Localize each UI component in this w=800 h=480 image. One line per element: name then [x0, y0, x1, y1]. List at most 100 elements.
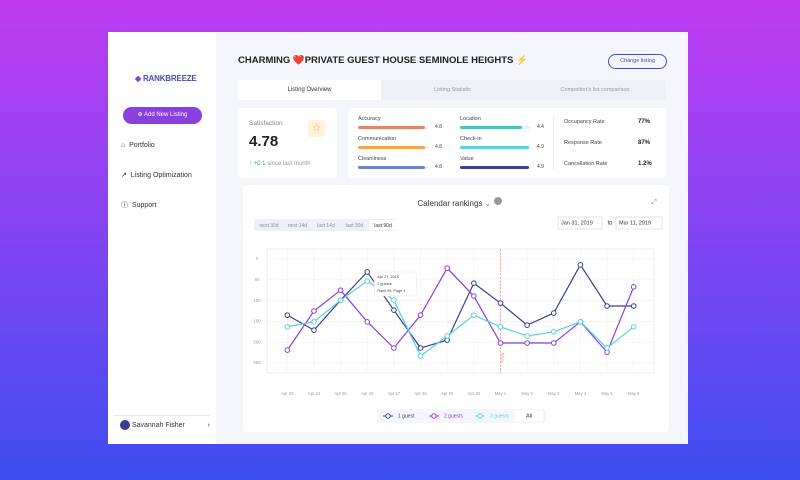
point	[524, 333, 530, 339]
divider	[553, 116, 554, 170]
nav-item[interactable]: ⓘ Support	[121, 202, 157, 209]
point	[524, 340, 530, 346]
point	[417, 312, 424, 318]
logo: ◆ RANKBREEZE	[135, 74, 197, 83]
y-tick-label: 200	[253, 339, 261, 344]
rating-bar	[358, 146, 426, 149]
y-tick-label: 50	[254, 277, 260, 282]
help-icon[interactable]	[494, 197, 502, 205]
tab[interactable]: Listing Statistic	[434, 87, 471, 93]
legend-label[interactable]: 3 guests	[490, 413, 509, 419]
range-button[interactable]: next 30d	[259, 223, 278, 229]
x-tick-label: Apr 26	[361, 391, 374, 396]
point	[630, 303, 637, 309]
point	[337, 297, 344, 303]
point	[284, 312, 291, 318]
rating-bar	[460, 146, 529, 149]
x-tick-label: May 2	[521, 391, 533, 396]
satisfaction-label: Satisfaction	[249, 120, 283, 127]
x-tick-label: May 6	[628, 391, 640, 396]
point	[497, 340, 504, 346]
satisfaction-card: Satisfaction 4.78 ☆ ↑ +0.1 since last mo…	[238, 108, 337, 178]
point	[364, 319, 371, 325]
range-active	[369, 220, 397, 230]
rate-value: 77%	[638, 119, 651, 125]
legend-label[interactable]: 2 guests	[444, 413, 463, 419]
avatar	[120, 420, 130, 431]
range-button[interactable]: last 30d	[346, 223, 364, 229]
change-text: since last month	[267, 161, 311, 167]
title-dropdown[interactable]: ⌄	[485, 201, 491, 208]
date-from: Jan 31, 2019	[561, 220, 593, 226]
nav-item[interactable]: ⌂ Portfolio	[121, 142, 155, 149]
legend-marker	[477, 413, 483, 419]
listing-title: CHARMING ❤️PRIVATE GUEST HOUSE SEMINOLE …	[238, 55, 528, 66]
date-sep: to	[607, 221, 613, 227]
today-label: Today	[499, 352, 504, 363]
point	[311, 308, 317, 314]
point	[391, 297, 397, 303]
legend-all[interactable]: All	[526, 413, 532, 419]
legend-marker	[385, 413, 391, 419]
legend-marker	[431, 413, 437, 419]
rating-value: 4.8	[435, 124, 442, 130]
range-button[interactable]: last 90d	[374, 223, 392, 229]
point	[550, 340, 557, 346]
date-select[interactable]	[615, 216, 663, 230]
rate-value: 1.2%	[638, 161, 652, 167]
expand-icon[interactable]: ⤢	[651, 199, 657, 206]
series-line	[287, 263, 634, 349]
add-listing-button[interactable]: ⊕ Add New Listing	[123, 107, 202, 124]
tab-active[interactable]: Listing Overview	[238, 80, 381, 100]
point	[630, 284, 637, 290]
rating-label: Cleanliness	[358, 156, 387, 162]
rating-bar	[358, 166, 426, 169]
chart-card: Calendar rankings ⌄ ⤢ next 30d next 14d la…	[243, 185, 669, 432]
x-tick-label: May 3	[548, 391, 560, 396]
rating-label: Value	[460, 156, 474, 162]
rate-label: Response Rate	[564, 140, 602, 146]
point	[337, 287, 344, 293]
point	[311, 327, 317, 333]
change-listing-button[interactable]: Change listing	[608, 54, 667, 69]
point	[284, 347, 291, 353]
point	[497, 300, 504, 306]
legend-label[interactable]: 1 guest	[398, 413, 415, 419]
rating-value: 4.9	[537, 164, 544, 170]
divider	[114, 415, 210, 416]
rate-label: Cancellation Rate	[564, 161, 608, 167]
nav-label: Listing Optimization	[130, 172, 192, 179]
point	[471, 280, 477, 286]
plot-area	[266, 248, 655, 374]
point	[550, 310, 557, 316]
nav-item[interactable]: ↗ Listing Optimization	[121, 172, 192, 179]
x-tick-label: Apr 23	[281, 391, 294, 396]
rating-label: Accuracy	[358, 116, 381, 122]
range-button[interactable]: last 14d	[317, 223, 335, 229]
point	[311, 319, 317, 325]
user-menu[interactable]: Savannah Fisher ›	[120, 420, 210, 432]
point	[630, 324, 637, 330]
x-tick-label: Apr 30	[468, 391, 481, 396]
point	[391, 307, 397, 313]
rating-value: 4.8	[435, 164, 442, 170]
x-tick-label: Apr 27	[388, 391, 401, 396]
rating-value: 4.9	[537, 144, 544, 150]
nav-label: Portfolio	[129, 142, 155, 149]
nav-label: Support	[131, 202, 157, 209]
point	[284, 324, 291, 330]
rating-label: Check-in	[460, 136, 482, 142]
point	[604, 345, 610, 351]
point	[577, 319, 584, 325]
range-button[interactable]: next 14d	[288, 223, 307, 229]
range-group	[254, 219, 397, 231]
x-tick-label: May 5	[601, 391, 613, 396]
tab[interactable]: Competitor's list comparison	[560, 87, 630, 93]
point	[577, 262, 584, 268]
rating-bar	[460, 166, 529, 169]
point	[471, 293, 477, 299]
date-select[interactable]	[557, 216, 603, 230]
rating-bar	[358, 126, 426, 129]
tooltip	[373, 271, 417, 297]
